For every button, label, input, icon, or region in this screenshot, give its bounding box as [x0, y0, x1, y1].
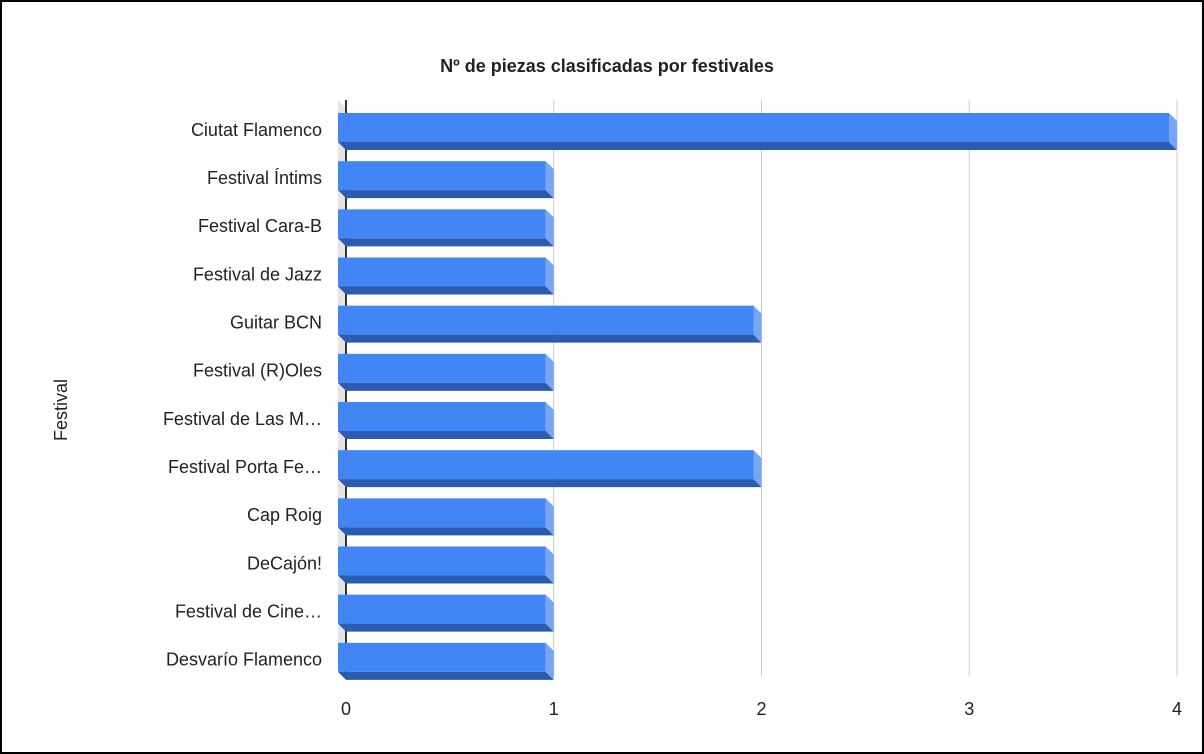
y-tick-label: Desvarío Flamenco — [166, 650, 322, 670]
bar — [338, 642, 554, 680]
bar — [338, 161, 554, 199]
y-tick-label: Ciutat Flamenco — [191, 120, 322, 140]
bar — [338, 450, 762, 488]
y-tick-label: Festival de Las M… — [163, 409, 322, 429]
y-tick-label: Festival Íntims — [207, 168, 322, 188]
y-tick-label: Festival (R)Oles — [193, 361, 322, 381]
y-tick-label: Guitar BCN — [230, 312, 322, 332]
y-tick-label: Festival de Cine… — [175, 601, 322, 621]
y-tick-label: Festival Porta Fe… — [168, 457, 322, 477]
chart-title: Nº de piezas clasificadas por festivales — [440, 56, 774, 76]
x-tick-label: 2 — [756, 699, 766, 719]
x-tick-label: 0 — [341, 699, 351, 719]
bar — [338, 257, 554, 295]
y-tick-label: Cap Roig — [247, 505, 322, 525]
x-tick-label: 4 — [1172, 699, 1182, 719]
y-tick-label: Festival de Jazz — [193, 264, 322, 284]
x-tick-label: 1 — [549, 699, 559, 719]
y-axis-label: Festival — [51, 379, 71, 441]
bar — [338, 498, 554, 536]
y-tick-label: DeCajón! — [247, 553, 322, 573]
bar — [338, 113, 1177, 150]
y-tick-label: Festival Cara-B — [198, 216, 322, 236]
bar — [338, 546, 554, 584]
bar — [338, 305, 762, 343]
bar — [338, 594, 554, 632]
x-tick-label: 3 — [964, 699, 974, 719]
bar — [338, 402, 554, 439]
bar — [338, 209, 554, 247]
bar — [338, 353, 554, 391]
